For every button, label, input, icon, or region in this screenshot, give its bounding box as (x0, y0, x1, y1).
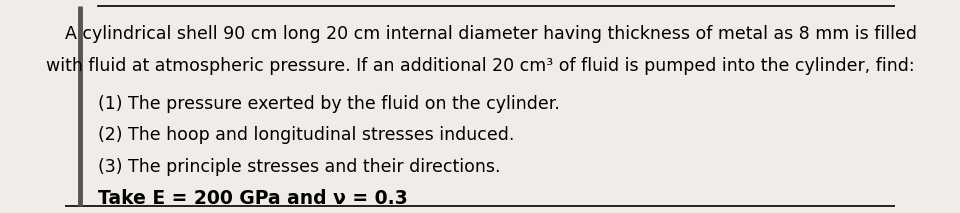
Text: A cylindrical shell 90 cm long 20 cm internal diameter having thickness of metal: A cylindrical shell 90 cm long 20 cm int… (43, 25, 917, 43)
Text: (1) The pressure exerted by the fluid on the cylinder.: (1) The pressure exerted by the fluid on… (98, 95, 560, 113)
Text: (3) The principle stresses and their directions.: (3) The principle stresses and their dir… (98, 158, 501, 176)
Text: with fluid at atmospheric pressure. If an additional 20 cm³ of fluid is pumped i: with fluid at atmospheric pressure. If a… (46, 57, 914, 75)
Text: Take E = 200 GPa and ν = 0.3: Take E = 200 GPa and ν = 0.3 (98, 189, 408, 208)
Text: (2) The hoop and longitudinal stresses induced.: (2) The hoop and longitudinal stresses i… (98, 126, 515, 144)
